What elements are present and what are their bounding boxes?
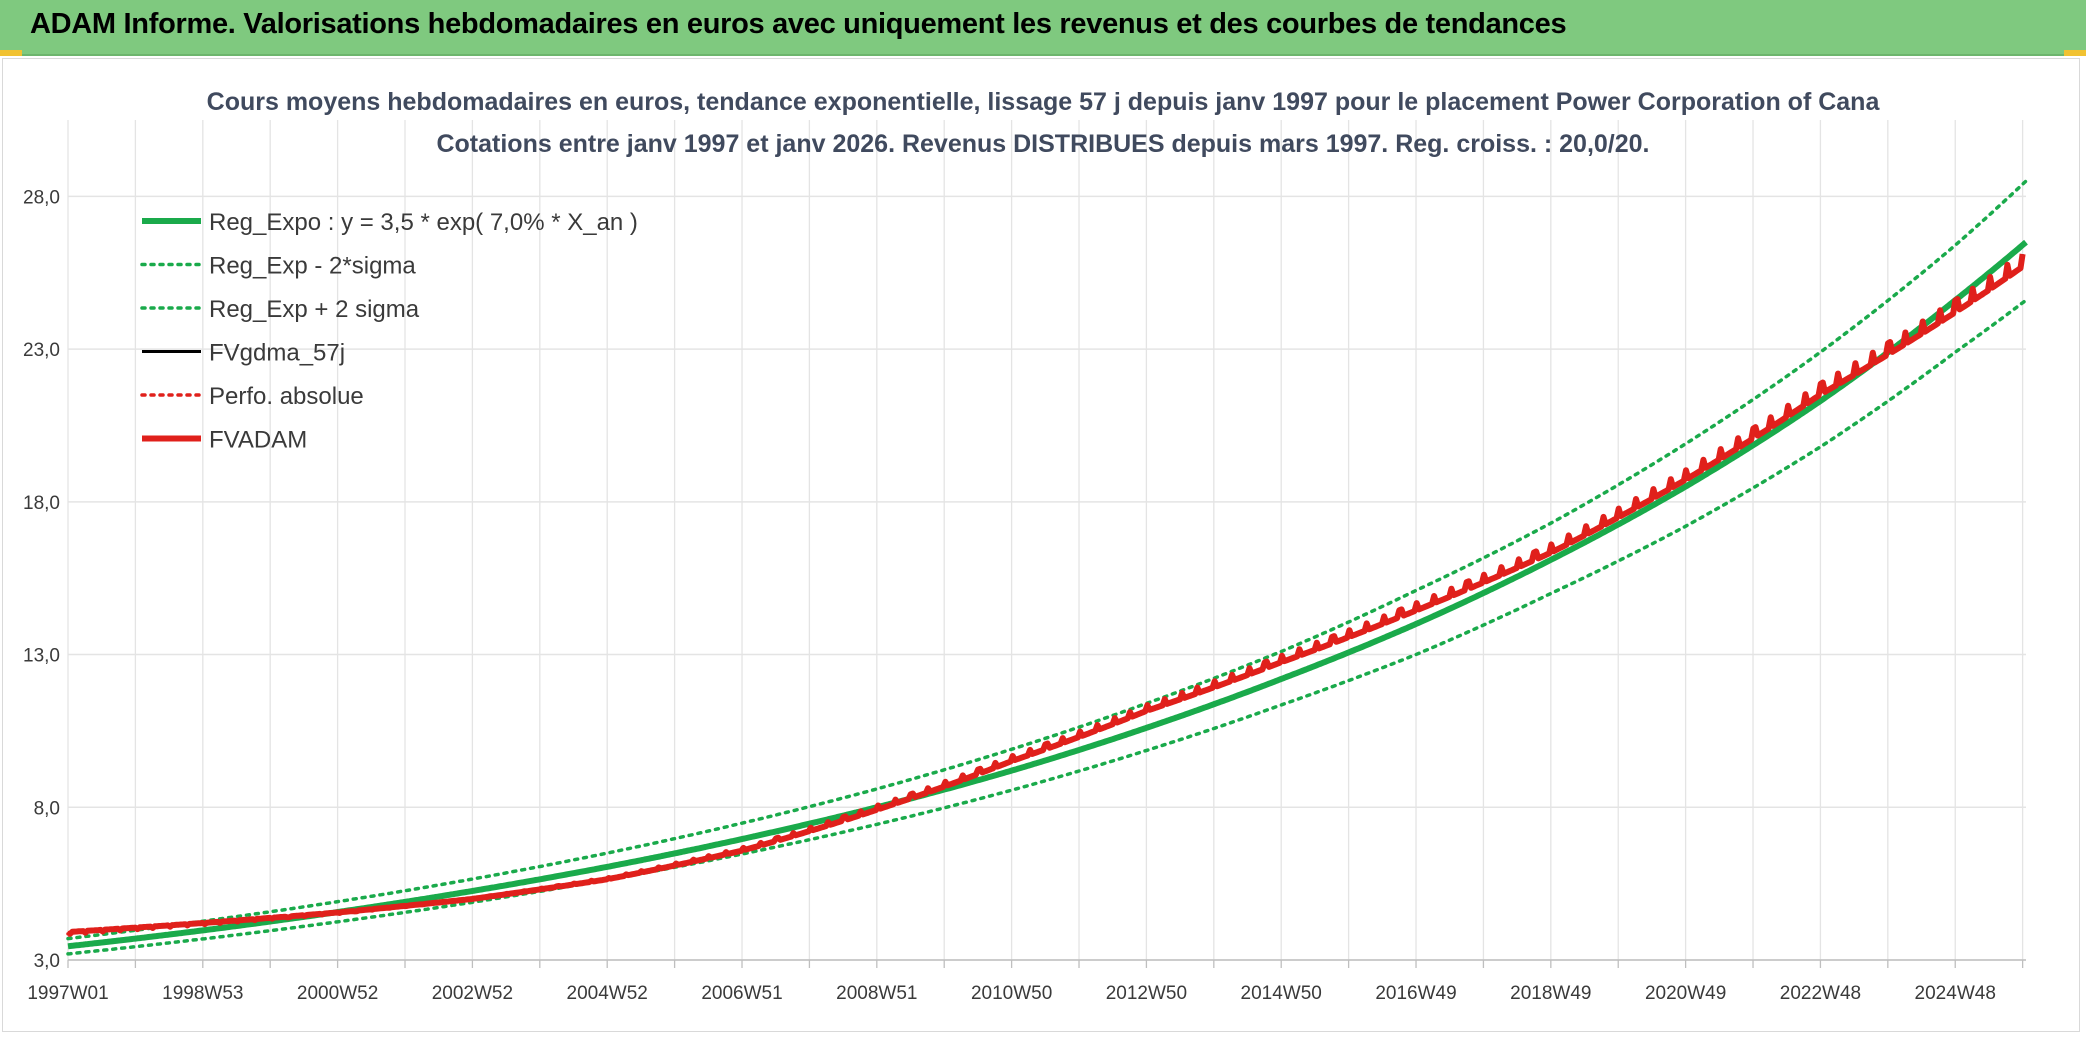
grid-layer [67,120,2026,968]
x-tick-label: 2012W50 [1106,983,1187,1004]
x-tick-label: 1997W01 [27,983,108,1004]
y-tick-label: 18,0 [23,493,60,514]
corner-mark-right [2064,50,2086,56]
legend-label: Reg_Exp + 2 sigma [209,296,420,323]
series-line-1 [67,239,2028,950]
series-line-6 [67,253,2026,937]
x-tick-label: 2000W52 [297,983,378,1004]
legend-label: FVADAM [209,427,307,454]
legend-label: FVgdma_57j [209,340,345,367]
x-tick-label: 2024W48 [1915,983,1996,1004]
legend-label: Reg_Exp - 2*sigma [209,253,416,280]
x-tick-label: 1998W53 [162,983,243,1004]
y-tick-label: 13,0 [23,646,60,667]
chart-subtitle: Cotations entre janv 1997 et janv 2026. … [436,130,1649,158]
x-tick-label: 2022W48 [1780,983,1861,1004]
x-tick-label: 2002W52 [432,983,513,1004]
y-tick-label: 23,0 [23,340,60,361]
series-layer [66,179,2028,956]
series-line-4 [67,253,2025,936]
chart-frame [2,58,2080,1032]
x-tick-label: 2018W49 [1510,983,1591,1004]
y-tick-label: 3,0 [34,951,60,972]
legend: Reg_Expo : y = 3,5 * exp( 7,0% * X_an ) R… [140,209,638,454]
x-axis-ticks: 1997W01 1998W53 2000W52 2002W52 2004W52 2006W… [27,983,1996,1004]
y-tick-label: 28,0 [23,187,60,208]
x-tick-label: 2016W49 [1375,983,1456,1004]
x-tick-label: 2014W50 [1241,983,1322,1004]
series-line-2 [66,298,2028,956]
legend-label: Reg_Expo : y = 3,5 * exp( 7,0% * X_an ) [209,209,638,236]
series-line-3 [66,179,2028,941]
x-tick-label: 2004W52 [567,983,648,1004]
x-tick-label: 2010W50 [971,983,1052,1004]
corner-mark-left [0,50,22,56]
chart-title: Cours moyens hebdomadaires en euros, ten… [207,88,1881,116]
page-header: ADAM Informe. Valorisations hebdomadaire… [0,0,2086,56]
x-tick-label: 2008W51 [836,983,917,1004]
legend-label: Perfo. absolue [209,383,364,410]
series-line-5 [66,252,2025,936]
x-tick-label: 2006W51 [701,983,782,1004]
page-title: ADAM Informe. Valorisations hebdomadaire… [30,8,1567,40]
y-tick-label: 8,0 [34,798,60,819]
y-axis-ticks: 3,0 8,0 13,0 18,0 23,0 28,0 [23,187,60,972]
x-tick-label: 2020W49 [1645,983,1726,1004]
